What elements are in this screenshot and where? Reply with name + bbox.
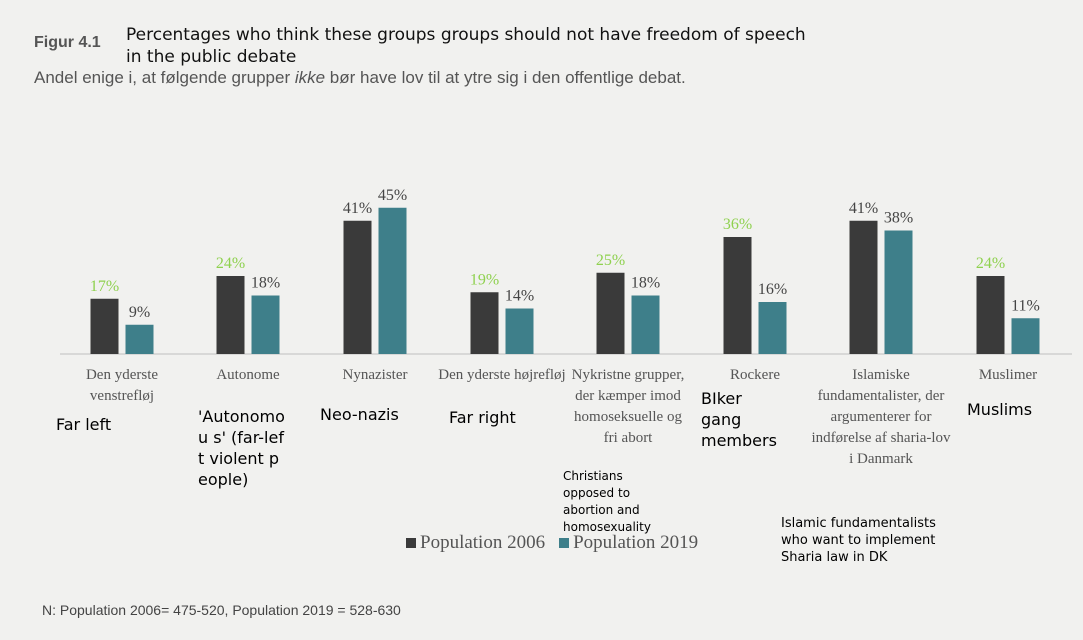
data-label-2019: 16%: [758, 281, 787, 298]
data-label-2006: 41%: [343, 200, 372, 217]
x-tick-label: Islamiske fundamentalister, der argument…: [811, 367, 951, 467]
annotation-far-left: Far left: [56, 415, 112, 434]
bar-2019: [505, 308, 534, 354]
legend-item-2019: Population 2019: [559, 532, 698, 554]
bar-2006: [470, 292, 499, 354]
annotation-islamic: Islamic fundamentalists who want to impl…: [781, 516, 936, 565]
annotation-autonomous: 'Autonomou s' (far-left violent people): [198, 407, 285, 489]
bar-2019: [884, 230, 913, 354]
data-label-2019: 14%: [505, 288, 534, 305]
footnote: N: Population 2006= 475-520, Population …: [42, 602, 401, 618]
bar-2019: [631, 295, 660, 354]
x-tick-label: Autonome: [216, 367, 280, 383]
legend-label-2019: Population 2019: [573, 532, 699, 553]
data-label-2019: 18%: [631, 275, 660, 292]
chart-title: Percentages who think these groups group…: [126, 25, 806, 67]
bar-2006: [723, 237, 752, 354]
legend: Population 2006 Population 2019: [406, 532, 698, 554]
subtitle-pre: Andel enige i, at følgende grupper: [34, 68, 295, 87]
figure-label: Figur 4.1: [34, 34, 101, 51]
x-tick-label: Nykristne grupper, der kæmper imod homos…: [571, 367, 685, 446]
bar-2006: [216, 276, 245, 354]
x-tick-label: Den yderste venstrefløj: [85, 367, 159, 404]
legend-item-2006: Population 2006: [406, 532, 545, 554]
subtitle-emphasis: ikke: [294, 68, 326, 87]
data-label-2006: 24%: [976, 255, 1005, 272]
bar-2006: [596, 272, 625, 354]
data-label-2006: 19%: [470, 271, 499, 288]
data-label-2006: 25%: [596, 252, 625, 269]
data-label-2006: 36%: [723, 216, 752, 233]
legend-swatch-2019: [559, 538, 570, 548]
bar-2019: [251, 295, 280, 354]
data-label-2006: 41%: [849, 200, 878, 217]
legend-swatch-2006: [406, 538, 416, 548]
annotation-christians: Christians opposed to abortion and homos…: [563, 469, 651, 534]
data-label-2006: 17%: [90, 278, 119, 295]
subtitle-post: bør have lov til at ytre sig i den offen…: [325, 68, 686, 87]
annotation-far-right: Far right: [449, 408, 516, 427]
data-label-2019: 18%: [251, 275, 280, 292]
data-label-2019: 38%: [884, 210, 913, 227]
x-tick-label: Muslimer: [978, 367, 1038, 383]
data-label-2006: 24%: [216, 255, 245, 272]
data-label-2019: 9%: [129, 304, 150, 321]
x-tick-label: Nynazister: [342, 367, 408, 383]
bar-2019: [125, 324, 154, 354]
x-tick-label: Rockere: [730, 367, 780, 383]
legend-label-2006: Population 2006: [420, 532, 546, 553]
annotation-neo-nazis: Neo-nazis: [320, 405, 399, 424]
chart-subtitle: Andel enige i, at følgende grupper ikke …: [34, 68, 686, 88]
bar-2006: [343, 220, 372, 354]
data-label-2019: 45%: [378, 187, 407, 204]
data-label-2019: 11%: [1011, 297, 1040, 314]
bar-2019: [1011, 318, 1040, 354]
bar-2019: [378, 207, 407, 354]
bar-2006: [90, 298, 119, 354]
bar-2006: [976, 276, 1005, 354]
x-tick-label: Den yderste højrefløj: [438, 367, 566, 383]
annotation-bikers: BIker gang members: [701, 389, 777, 450]
annotation-muslims: Muslims: [967, 400, 1033, 419]
bar-2006: [849, 220, 878, 354]
bar-2019: [758, 302, 787, 354]
